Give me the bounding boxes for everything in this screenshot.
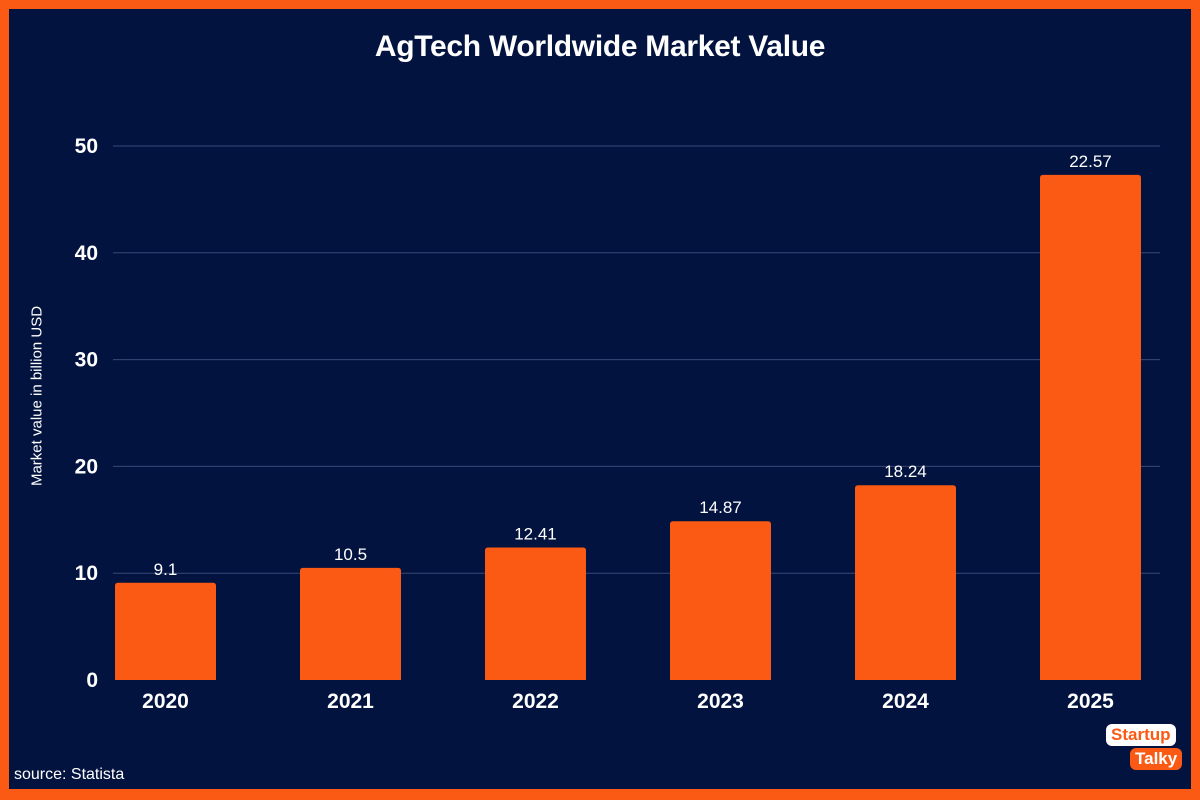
y-tick-label: 20 <box>75 455 98 478</box>
bar <box>485 547 586 680</box>
bar <box>855 485 956 680</box>
x-tick-label: 2025 <box>1067 690 1114 713</box>
bar <box>300 567 401 680</box>
logo-line-2: Talky <box>1130 748 1183 770</box>
data-label: 14.87 <box>699 498 742 517</box>
x-tick-label: 2024 <box>882 690 929 713</box>
x-tick-label: 2023 <box>697 690 744 713</box>
bar <box>1040 174 1141 680</box>
bar <box>670 521 771 680</box>
y-tick-label: 40 <box>75 242 98 265</box>
source-note: source: Statista <box>14 766 125 783</box>
x-tick-label: 2020 <box>142 690 189 713</box>
logo-line-1: Startup <box>1106 724 1176 746</box>
x-tick-label: 2021 <box>327 690 374 713</box>
data-label: 12.41 <box>514 524 557 543</box>
y-tick-label: 10 <box>75 562 98 585</box>
data-label: 18.24 <box>884 462 927 481</box>
data-label: 9.1 <box>154 560 178 579</box>
y-tick-label: 50 <box>75 135 98 158</box>
y-tick-label: 0 <box>86 669 98 692</box>
bar <box>115 582 216 680</box>
chart-title: AgTech Worldwide Market Value <box>374 30 826 63</box>
data-label: 10.5 <box>334 545 367 564</box>
y-tick-label: 30 <box>75 349 98 372</box>
startuptalky-logo: Startup Talky <box>1104 722 1184 782</box>
x-tick-label: 2022 <box>512 690 559 713</box>
data-label: 22.57 <box>1069 152 1112 171</box>
